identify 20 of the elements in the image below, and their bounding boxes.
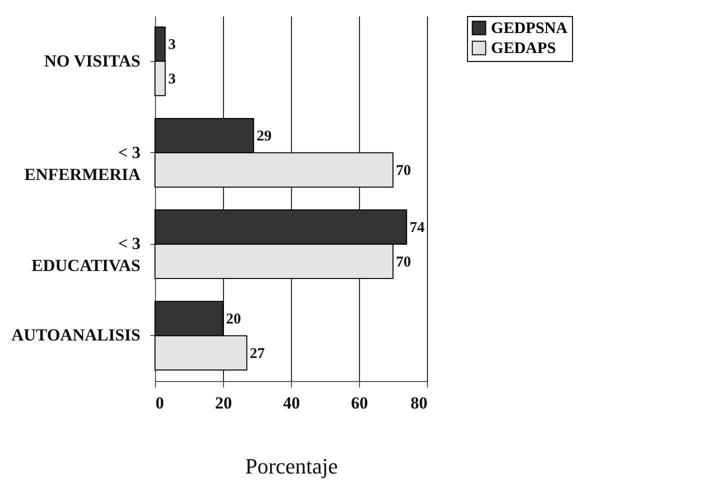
- data-label: 20: [226, 312, 241, 328]
- data-label: 3: [168, 71, 176, 88]
- data-label: 74: [410, 220, 426, 236]
- x-tick-label: 0: [156, 394, 164, 412]
- y-tick-label: < 3 EDUCATIVAS: [32, 234, 140, 276]
- legend-label: GEDAPS: [491, 40, 556, 57]
- data-label: 29: [256, 128, 272, 145]
- data-label: 70: [396, 162, 411, 179]
- y-tick-label: < 3 ENFERMERIA: [24, 142, 142, 184]
- legend-label: GEDPSNA: [491, 20, 568, 37]
- x-tick-label: 80: [410, 394, 428, 412]
- data-label: 70: [396, 254, 411, 270]
- data-label: 3: [168, 37, 176, 54]
- y-tick-label: NO VISITAS: [44, 51, 140, 70]
- x-axis-title: Porcentaje: [245, 454, 338, 478]
- data-label: 27: [250, 346, 266, 362]
- x-tick-label: 20: [215, 394, 232, 412]
- x-tick-label: 60: [351, 394, 368, 412]
- x-tick-label: 40: [283, 394, 300, 412]
- y-tick-label: AUTOANALISIS: [11, 326, 140, 345]
